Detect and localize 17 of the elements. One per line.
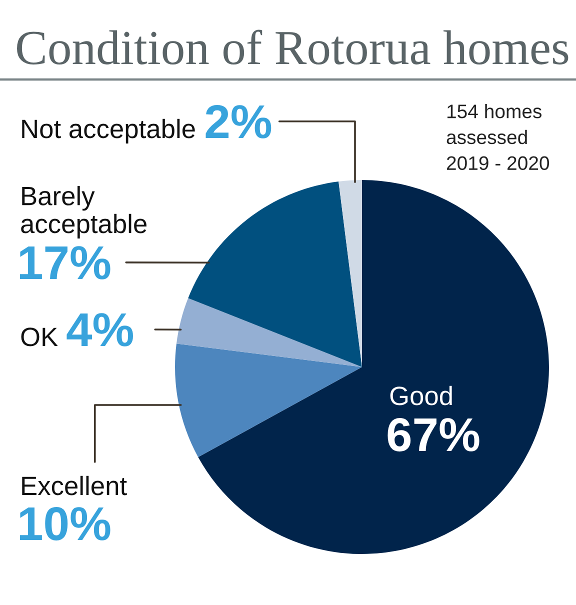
data-label: 17% — [20, 246, 110, 280]
slice-label: Barely acceptable — [21, 186, 146, 238]
data-label: 2% — [206, 105, 272, 138]
pie-slice — [176, 298, 362, 367]
slice-label: OK — [21, 328, 58, 346]
pie-slice — [175, 344, 362, 458]
pie-slice — [198, 180, 549, 554]
chart-title: Condition of Rotorua homes — [17, 30, 568, 64]
data-label: 10% — [20, 507, 110, 540]
pie-slice — [188, 181, 362, 367]
pie-slice — [338, 180, 362, 367]
data-label: 67% — [388, 418, 480, 452]
slice-label: Excellent — [22, 476, 127, 496]
text: 154 homes assessed 2019 - 2020 — [446, 104, 550, 170]
slice-label: Good — [390, 386, 452, 406]
slice-label: Not acceptable — [22, 118, 195, 144]
data-label: 4% — [66, 313, 134, 346]
